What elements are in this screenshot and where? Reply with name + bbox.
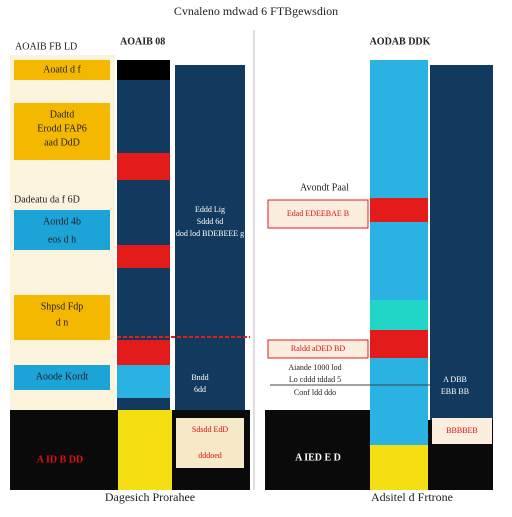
right-panel: AODAB DDK Avondt Paal Edad EDEEBAE B Ral… xyxy=(265,36,493,504)
box xyxy=(14,60,110,80)
block xyxy=(370,198,428,222)
column-note: dddoed xyxy=(198,451,222,460)
header-label: AODAB DDK xyxy=(370,36,431,47)
box-label: Raldd aDED BD xyxy=(291,344,345,353)
box-label: aad DdD xyxy=(44,137,80,148)
column-note: 6dd xyxy=(194,385,206,394)
footer-note xyxy=(176,418,244,468)
footer-block xyxy=(265,410,370,490)
block xyxy=(117,365,170,398)
footer-title: Adsitel d Frtrone xyxy=(371,490,453,504)
footer-label: A IED E D xyxy=(295,452,341,463)
column-note: Bndd xyxy=(191,373,208,382)
column xyxy=(430,65,493,420)
column-head xyxy=(117,60,170,80)
block xyxy=(117,245,170,268)
box-label: Dadtd xyxy=(50,109,74,120)
column-note: Eddd Lig xyxy=(195,205,225,214)
footer-bar xyxy=(118,410,172,490)
box-label: Edad EDEEBAE B xyxy=(287,209,349,218)
column-note: dod lod BDEBEEE g xyxy=(176,229,244,238)
footer-label: A ID B DD xyxy=(37,454,83,465)
label: Lo cddd tddad 5 xyxy=(289,375,341,384)
box xyxy=(14,103,110,160)
box xyxy=(267,339,369,359)
header-label: AOAIB FB LD xyxy=(15,41,77,52)
box xyxy=(14,295,110,340)
box xyxy=(14,365,110,390)
label: Dadeatu da f 6D xyxy=(14,194,80,205)
block xyxy=(370,330,428,358)
box-label: Shpsd Fdp xyxy=(41,301,84,312)
footer-title: Dagesich Prorahee xyxy=(105,490,195,504)
annotation: Avondt Paal xyxy=(300,182,349,193)
column-note: Sdsdd EdD xyxy=(192,425,228,434)
block xyxy=(370,445,428,490)
block xyxy=(370,410,428,445)
column-note: Sddd 6d xyxy=(197,217,223,226)
box-label: BBBBEB xyxy=(446,426,478,435)
box-label: Erodd FAP6 xyxy=(37,123,87,134)
block xyxy=(117,340,170,365)
column-note: A DBB xyxy=(443,375,467,384)
column-note: EBB BB xyxy=(441,387,469,396)
box-label: Aoode Kordt xyxy=(36,371,89,382)
box-label: Aordd 4b xyxy=(43,216,81,227)
column xyxy=(175,65,245,410)
box-label: eos d h xyxy=(48,234,76,245)
box xyxy=(14,210,110,250)
label: Aiande 1000 lod xyxy=(288,363,341,372)
block xyxy=(117,153,170,180)
box xyxy=(267,199,369,229)
left-panel: AOAIB FB LD AOAIB 08 Aoatd d f Dadtd Ero… xyxy=(10,36,250,504)
box-label: d n xyxy=(56,317,69,328)
header-label: AOAIB 08 xyxy=(120,36,165,47)
box xyxy=(432,418,492,444)
box-label: Aoatd d f xyxy=(43,64,81,75)
title: Cvnaleno mdwad 6 FTBgewsdion xyxy=(174,4,338,18)
block xyxy=(370,300,428,330)
label: Conf ldd ddo xyxy=(294,388,336,397)
